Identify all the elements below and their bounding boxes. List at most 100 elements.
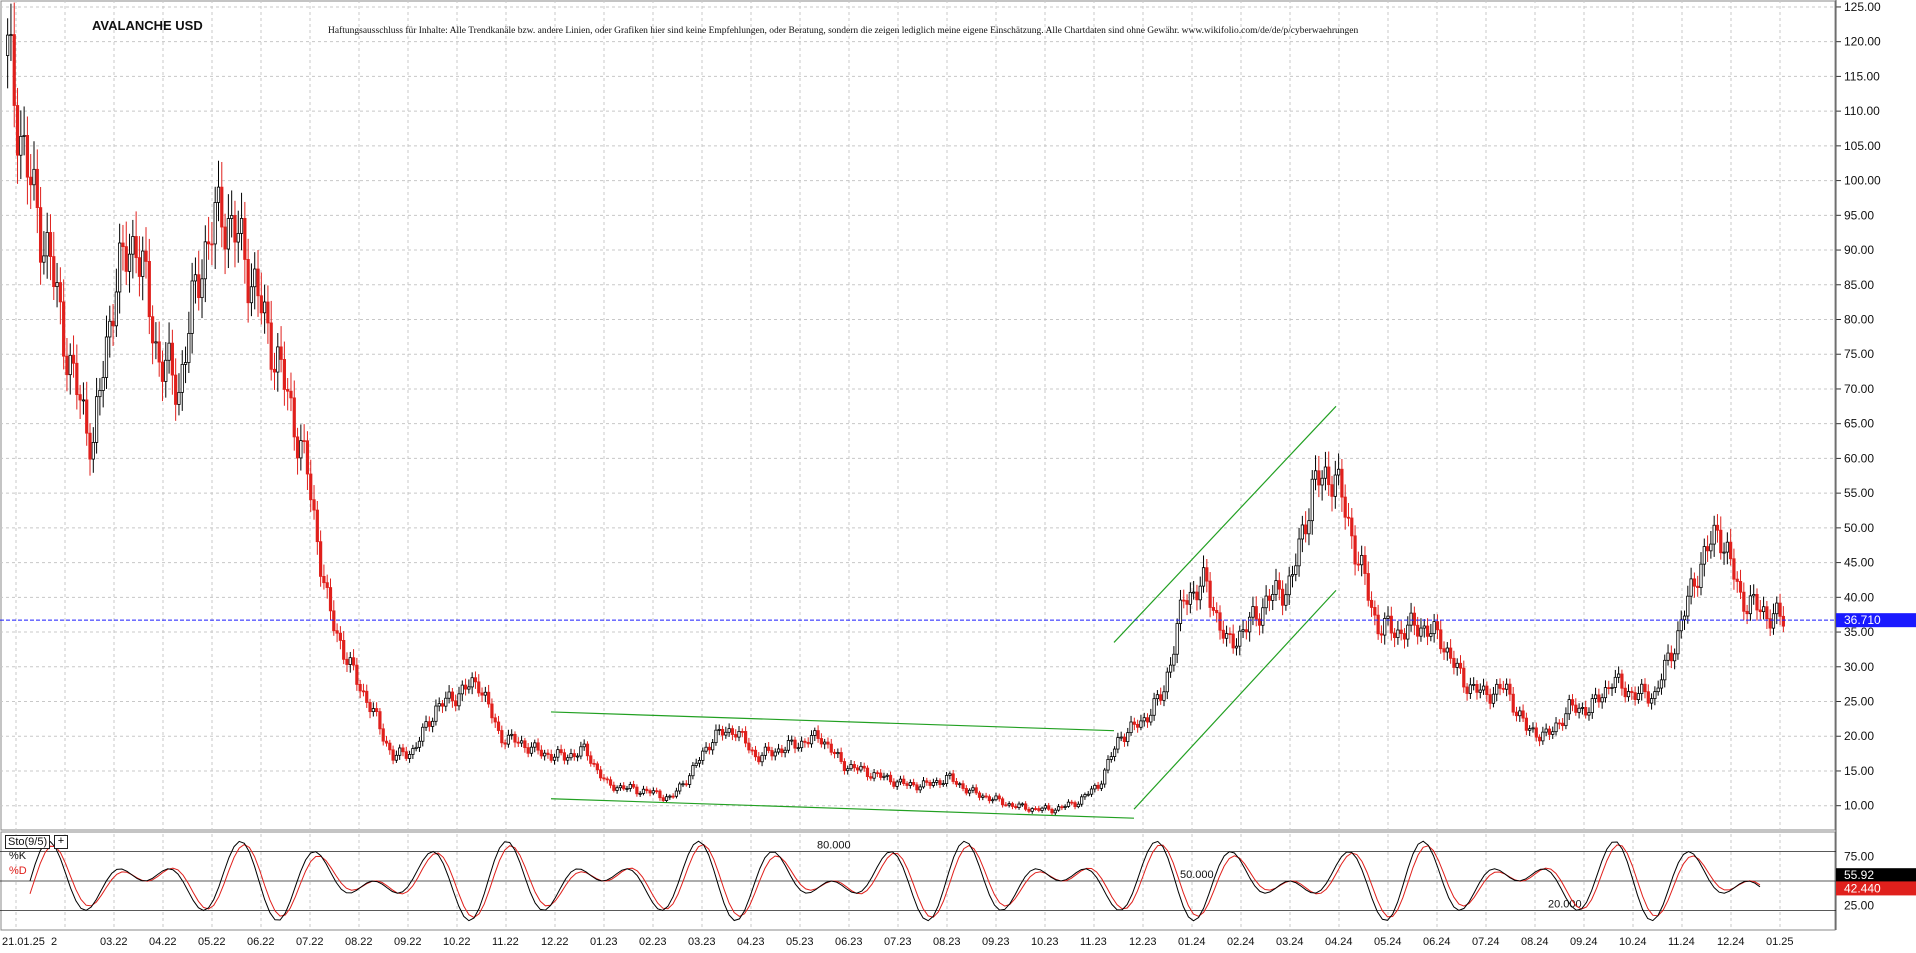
- candle-body: [529, 746, 534, 754]
- candle-body: [1620, 673, 1624, 689]
- candle-body: [210, 243, 214, 246]
- candle-body: [546, 752, 550, 755]
- candle-body: [734, 734, 738, 738]
- indicator-name-button[interactable]: Sto(9/5): [5, 835, 51, 849]
- candle-body: [1449, 647, 1453, 659]
- candle-body: [638, 792, 642, 795]
- candle-body: [757, 756, 761, 763]
- candle-body: [1761, 606, 1766, 613]
- candle-body: [144, 250, 148, 262]
- candle-body: [852, 764, 856, 769]
- candle-body: [856, 767, 860, 771]
- candle-body: [1070, 801, 1074, 804]
- candle-body: [351, 657, 356, 666]
- candle-body: [1066, 801, 1071, 807]
- candle-body: [361, 690, 366, 693]
- last-price-box: [1836, 613, 1916, 628]
- x-tick-label: 07.23: [884, 936, 912, 948]
- candle-body: [1429, 633, 1433, 637]
- x-tick-label: 07.24: [1472, 936, 1500, 948]
- candle-body: [1376, 614, 1380, 635]
- candle-body: [332, 610, 336, 632]
- candle-body: [1188, 591, 1192, 605]
- candle-body: [951, 773, 955, 782]
- candle-body: [1584, 707, 1588, 716]
- candle-body: [1725, 541, 1729, 553]
- candle-body: [454, 700, 458, 707]
- candle-body: [1215, 609, 1219, 614]
- candle-body: [1040, 807, 1044, 811]
- candle-body: [1518, 710, 1522, 717]
- candle-body: [760, 754, 764, 763]
- candle-body: [1630, 691, 1634, 694]
- candle-body: [1205, 567, 1209, 582]
- candle-body: [879, 772, 883, 778]
- candle-body: [299, 440, 303, 459]
- candle-body: [493, 717, 497, 723]
- candle-body: [29, 176, 33, 186]
- k-value-label: 55.92: [1844, 868, 1874, 882]
- candle-body: [1096, 784, 1100, 789]
- candle-body: [1439, 629, 1443, 650]
- candle-body: [1261, 607, 1265, 626]
- y-tick-label: 80.00: [1844, 312, 1874, 326]
- candle-body: [302, 440, 306, 443]
- candle-body: [921, 780, 926, 788]
- candle-body: [243, 218, 247, 260]
- candle-body: [207, 241, 211, 245]
- candle-body: [414, 746, 418, 749]
- candle-body: [556, 749, 560, 758]
- y-tick-label: 115.00: [1844, 69, 1880, 83]
- x-tick-label: 11.22: [492, 936, 519, 948]
- candle-body: [1103, 769, 1107, 785]
- candle-body: [1313, 470, 1318, 480]
- candle-body: [1310, 478, 1314, 522]
- candle-body: [1047, 805, 1051, 810]
- candle-body: [711, 742, 715, 751]
- candle-body: [513, 733, 517, 743]
- candle-body: [1508, 683, 1512, 695]
- candle-body: [872, 772, 876, 779]
- candle-body: [935, 780, 939, 783]
- x-tick-label: 11.23: [1080, 936, 1107, 948]
- x-tick-label: 09.22: [394, 936, 422, 948]
- candle-body: [1742, 591, 1746, 612]
- candle-body: [717, 728, 721, 731]
- candle-body: [832, 751, 837, 755]
- candle-body: [1541, 731, 1545, 742]
- candle-body: [1155, 694, 1160, 700]
- candle-body: [1462, 667, 1466, 688]
- candle-body: [325, 582, 329, 588]
- candle-body: [1597, 694, 1601, 703]
- candle-body: [167, 342, 171, 361]
- candle-body: [549, 754, 553, 761]
- candle-body: [1284, 594, 1288, 606]
- candle-body: [81, 399, 86, 402]
- candle-body: [104, 336, 109, 378]
- x-tick-label: 12.22: [541, 936, 569, 948]
- candle-body: [829, 743, 833, 753]
- candle-body: [1024, 803, 1028, 810]
- candle-body: [1561, 722, 1565, 727]
- expand-plus-icon[interactable]: +: [54, 835, 68, 849]
- candle-body: [404, 751, 408, 759]
- candle-body: [272, 368, 277, 373]
- candle-body: [1511, 693, 1515, 713]
- candle-body: [12, 34, 16, 106]
- candle-body: [1228, 633, 1232, 635]
- candle-body: [968, 789, 972, 794]
- candle-body: [1775, 602, 1779, 615]
- candle-body: [503, 742, 507, 745]
- candle-body: [776, 748, 781, 753]
- candle-body: [467, 686, 471, 690]
- channel-lower: [1133, 589, 1337, 810]
- candle-body: [358, 684, 362, 692]
- y-tick-label: 85.00: [1844, 278, 1874, 292]
- candle-body: [62, 301, 66, 357]
- candle-body: [684, 783, 688, 786]
- x-tick-label: 08.22: [345, 936, 373, 948]
- candle-body: [384, 740, 389, 744]
- candle-body: [463, 684, 468, 690]
- candle-body: [368, 702, 372, 713]
- candle-body: [58, 282, 62, 303]
